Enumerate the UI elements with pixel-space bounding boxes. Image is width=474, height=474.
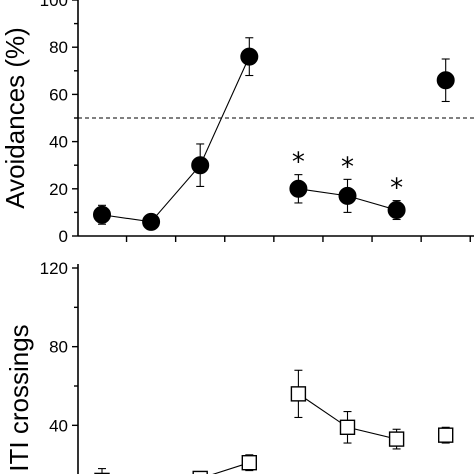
y-axis-title: Avoidances (%)	[0, 27, 30, 209]
data-point	[438, 427, 454, 443]
y-tick-label: 80	[49, 338, 68, 357]
significance-marker: *	[292, 148, 305, 178]
series-line	[212, 462, 250, 474]
data-point	[241, 455, 258, 471]
data-point	[191, 156, 210, 175]
data-point	[388, 431, 405, 447]
y-tick-label: 80	[49, 38, 68, 57]
chart-panel-2: 40 80 120 ITI crossings	[4, 259, 454, 474]
data-point	[192, 470, 208, 474]
data-point	[338, 186, 357, 205]
y-tick-label: 60	[49, 85, 68, 104]
y-tick-label: 40	[49, 133, 68, 152]
y-tick-label: 40	[49, 416, 68, 435]
y-tick-label: 100	[40, 0, 68, 10]
y-tick-label: 120	[40, 259, 68, 278]
y-tick-label: 0	[59, 227, 68, 246]
data-point	[142, 212, 161, 231]
data-point	[93, 205, 111, 224]
data-point	[240, 47, 259, 66]
series-line	[101, 56, 250, 223]
significance-marker: *	[390, 174, 403, 204]
data-point	[387, 201, 406, 220]
data-point	[339, 419, 356, 435]
y-axis-title: ITI crossings	[4, 324, 34, 471]
chart-panel-1: 0 20 40 60 80 100 Avoidances (%) * * *	[0, 0, 474, 246]
data-point	[290, 386, 307, 402]
y-tick-label: 20	[49, 180, 68, 199]
data-point	[289, 179, 308, 198]
significance-marker: *	[341, 152, 354, 182]
data-point	[436, 71, 455, 90]
